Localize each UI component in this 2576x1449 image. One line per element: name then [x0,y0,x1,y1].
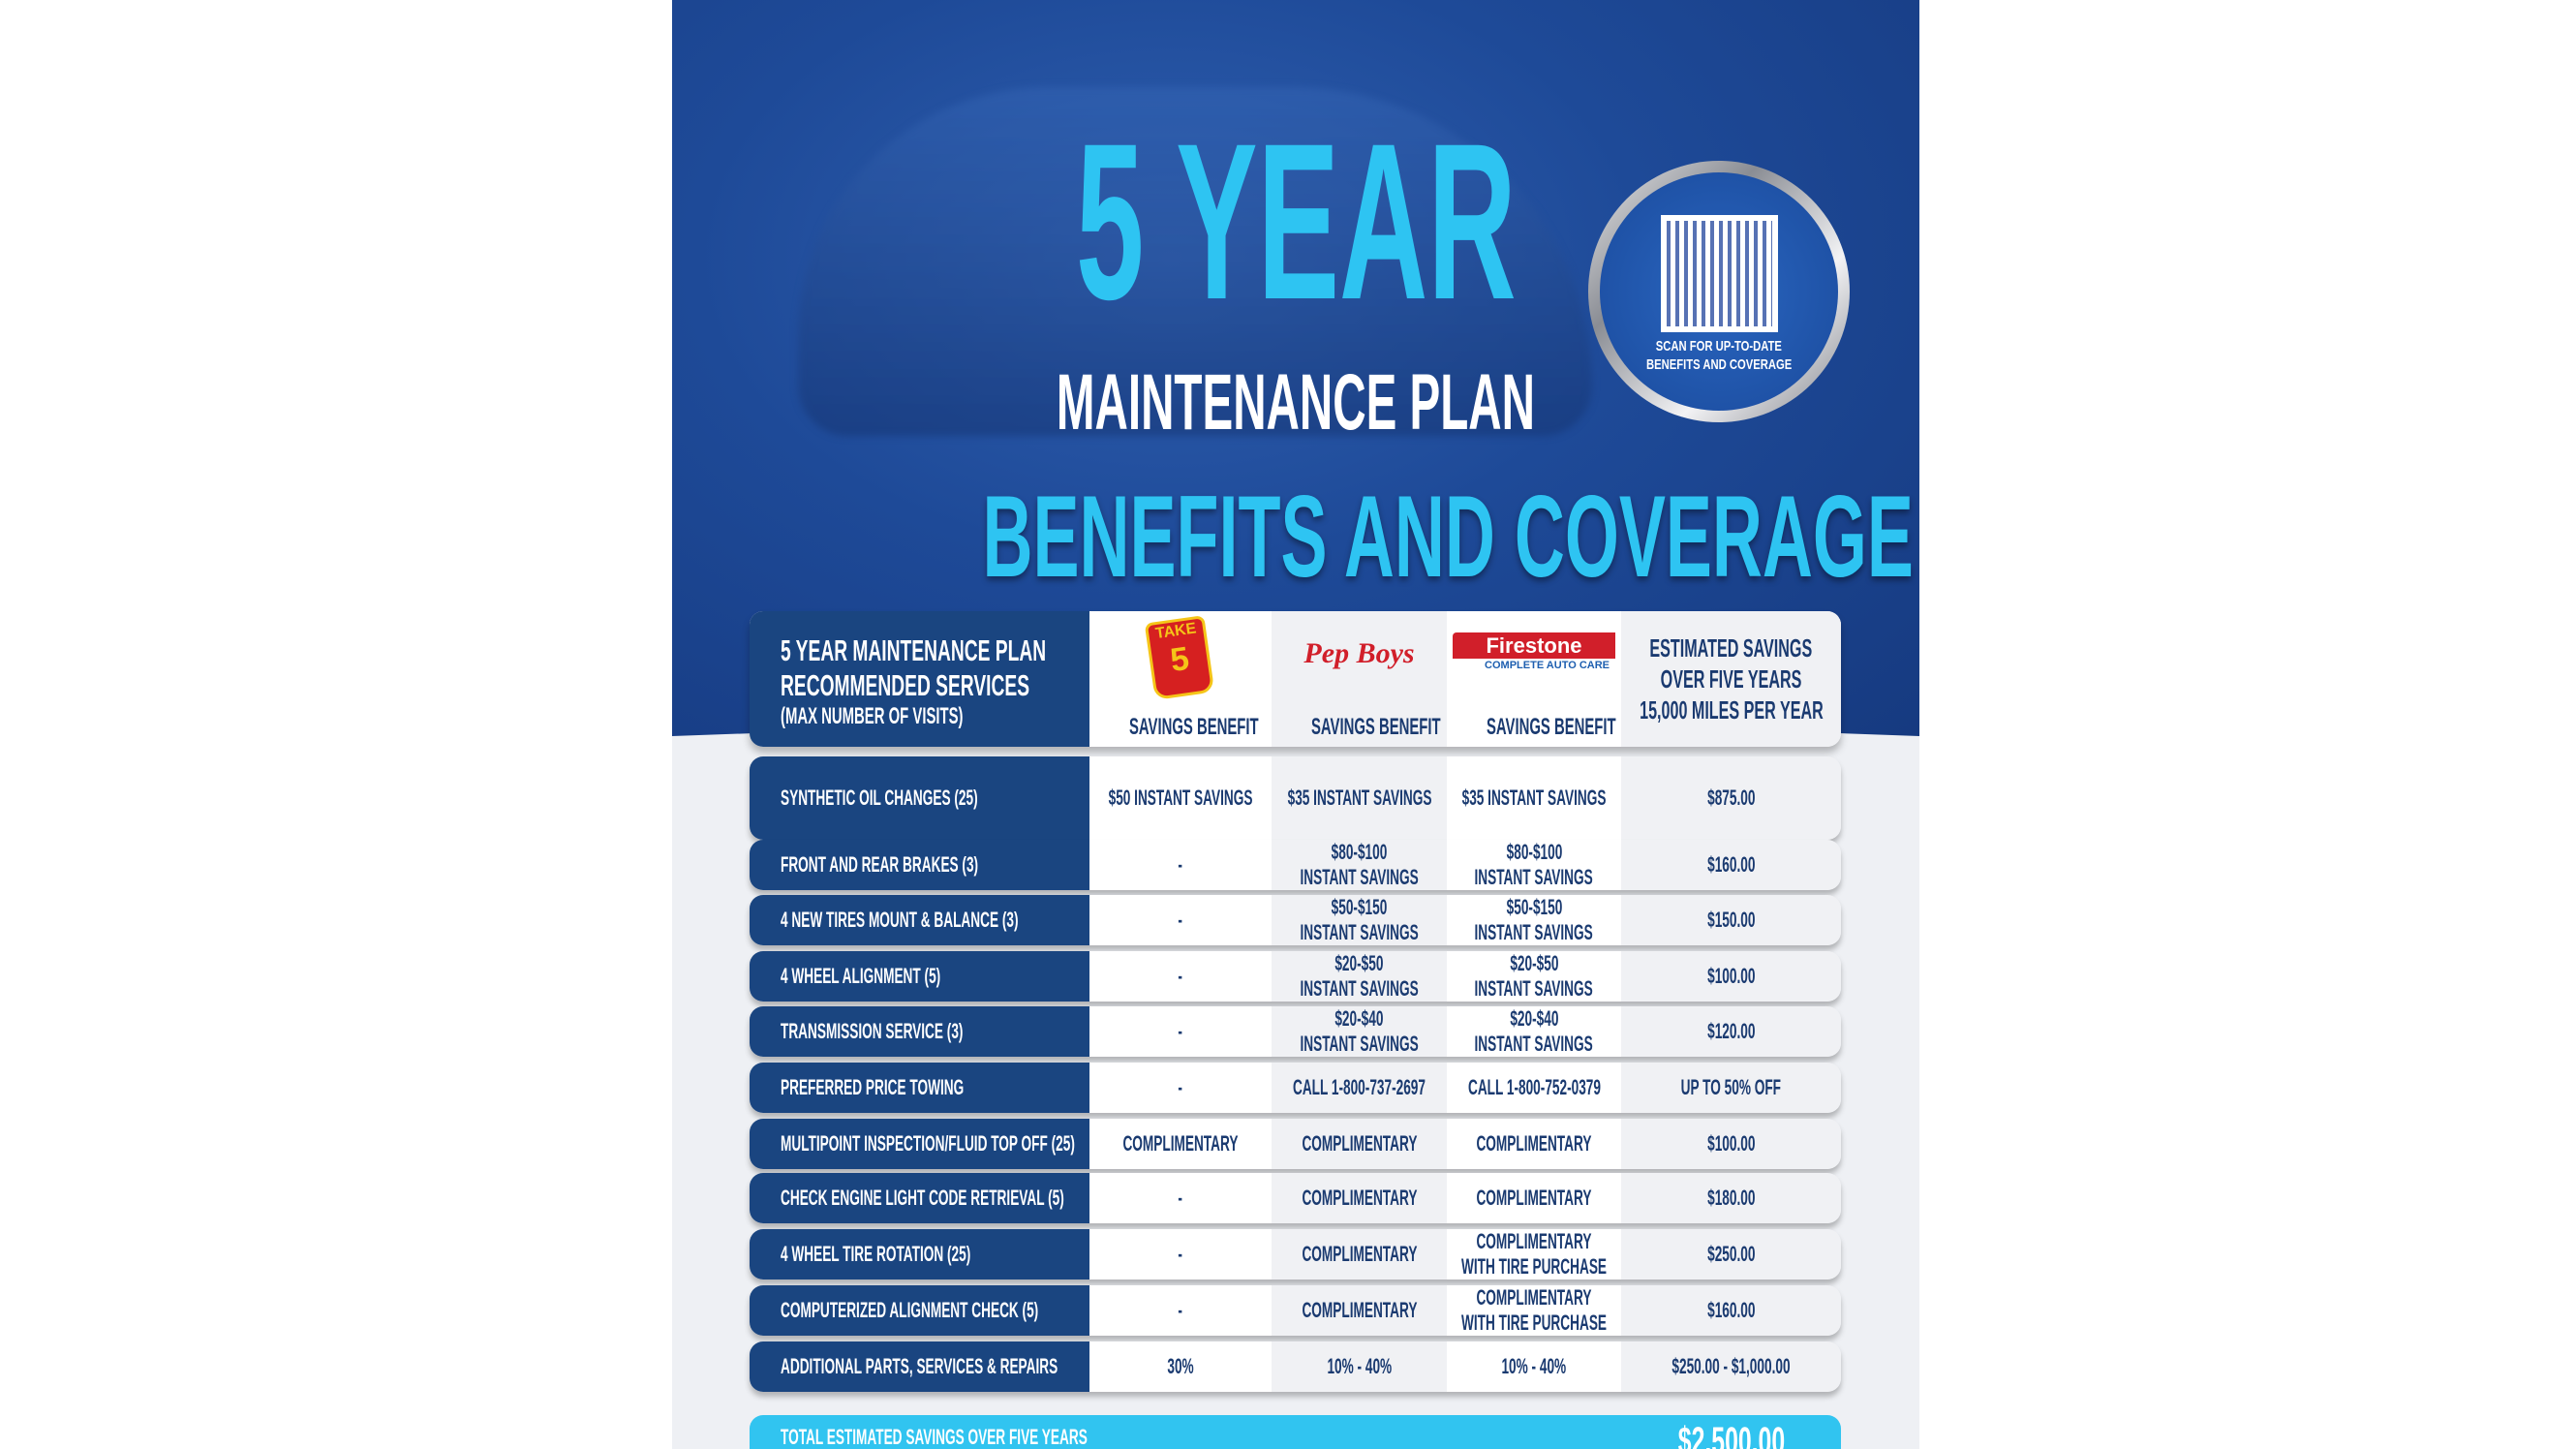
estimate-cell: $100.00 [1621,951,1841,1002]
title-maintenance-plan: MAINTENANCE PLAN [1056,358,1536,447]
firestone-cell: $80-$100 INSTANT SAVINGS [1447,840,1621,890]
estimate-cell: $250.00 - $1,000.00 [1621,1341,1841,1392]
estimate-cell: $250.00 [1621,1229,1841,1279]
qr-caption: SCAN FOR UP-TO-DATE BENEFITS AND COVERAGE [1645,338,1793,373]
table-row: TRANSMISSION SERVICE (3) - $20-$40 INSTANT … [750,1006,1841,1057]
pepboys-cell: CALL 1-800-737-2697 [1272,1063,1447,1113]
pepboys-logo: Pep Boys [1303,637,1415,669]
header-services: 5 YEAR MAINTENANCE PLAN RECOMMENDED SERV… [750,611,1089,747]
estimate-cell: $160.00 [1621,840,1841,890]
service-cell: PREFERRED PRICE TOWING [750,1063,1089,1113]
pepboys-cell: COMPLIMENTARY [1272,1229,1447,1279]
estimate-cell: $160.00 [1621,1285,1841,1336]
service-cell: COMPUTERIZED ALIGNMENT CHECK (5) [750,1285,1089,1336]
qr-code-icon[interactable] [1661,215,1778,332]
estimate-cell: $875.00 [1621,756,1841,840]
firestone-cell: 10% - 40% [1447,1341,1621,1392]
take5-cell: - [1089,1006,1272,1057]
take5-cell: - [1089,1063,1272,1113]
pepboys-cell: COMPLIMENTARY [1272,1285,1447,1336]
estimate-cell: $100.00 [1621,1119,1841,1169]
headline-benefits: BENEFITS AND COVERAGE [982,472,1914,601]
service-cell: CHECK ENGINE LIGHT CODE RETRIEVAL (5) [750,1173,1089,1223]
qr-badge[interactable]: SCAN FOR UP-TO-DATE BENEFITS AND COVERAGE [1588,161,1850,422]
service-cell: 4 WHEEL ALIGNMENT (5) [750,951,1089,1002]
take5-cell: $50 INSTANT SAVINGS [1089,756,1272,840]
table-row: CHECK ENGINE LIGHT CODE RETRIEVAL (5) - CO… [750,1173,1841,1223]
pepboys-cell: $80-$100 INSTANT SAVINGS [1272,840,1447,890]
firestone-cell: COMPLIMENTARY [1447,1173,1621,1223]
table-row: 4 WHEEL ALIGNMENT (5) - $20-$50 INSTANT SAV… [750,951,1841,1002]
table-row: PREFERRED PRICE TOWING - CALL 1-800-737-26… [750,1063,1841,1113]
pepboys-cell: $50-$150 INSTANT SAVINGS [1272,895,1447,945]
table-row: 4 WHEEL TIRE ROTATION (25) - COMPLIMENTARY… [750,1229,1841,1279]
table-row: SYNTHETIC OIL CHANGES (25) $50 INSTANT SA… [750,756,1841,840]
take5-logo: TAKE 5 [1144,615,1215,700]
take5-cell: COMPLIMENTARY [1089,1119,1272,1169]
estimate-cell: $150.00 [1621,895,1841,945]
pepboys-cell: $20-$50 INSTANT SAVINGS [1272,951,1447,1002]
header-estimated: ESTIMATED SAVINGS OVER FIVE YEARS 15,000… [1621,611,1841,747]
firestone-cell: $20-$40 INSTANT SAVINGS [1447,1006,1621,1057]
header-take5: TAKE 5 SAVINGS BENEFIT [1089,611,1272,747]
service-cell: 4 NEW TIRES MOUNT & BALANCE (3) [750,895,1089,945]
total-value: $2,500.00 [1677,1420,1785,1449]
estimate-cell: UP TO 50% OFF [1621,1063,1841,1113]
table-row: COMPUTERIZED ALIGNMENT CHECK (5) - COMPLIM… [750,1285,1841,1336]
service-cell: FRONT AND REAR BRAKES (3) [750,840,1089,890]
estimate-cell: $180.00 [1621,1173,1841,1223]
estimate-cell: $120.00 [1621,1006,1841,1057]
table-row: ADDITIONAL PARTS, SERVICES & REPAIRS 30% 1… [750,1341,1841,1392]
service-cell: TRANSMISSION SERVICE (3) [750,1006,1089,1057]
take5-cell: 30% [1089,1341,1272,1392]
pepboys-cell: $35 INSTANT SAVINGS [1272,756,1447,840]
service-cell: ADDITIONAL PARTS, SERVICES & REPAIRS [750,1341,1089,1392]
take5-cell: - [1089,895,1272,945]
table-header: 5 YEAR MAINTENANCE PLAN RECOMMENDED SERV… [750,611,1841,747]
pepboys-cell: COMPLIMENTARY [1272,1173,1447,1223]
firestone-cell: COMPLIMENTARY [1447,1119,1621,1169]
table-row: 4 NEW TIRES MOUNT & BALANCE (3) - $50-$150… [750,895,1841,945]
poster: 5 YEAR MAINTENANCE PLAN BENEFITS AND COV… [672,0,1919,1449]
firestone-cell: $50-$150 INSTANT SAVINGS [1447,895,1621,945]
pepboys-cell: 10% - 40% [1272,1341,1447,1392]
firestone-logo: Firestone COMPLETE AUTO CARE [1453,632,1615,672]
total-savings-bar: TOTAL ESTIMATED SAVINGS OVER FIVE YEARS … [750,1415,1841,1449]
take5-cell: - [1089,1285,1272,1336]
firestone-cell: $35 INSTANT SAVINGS [1447,756,1621,840]
take5-cell: - [1089,1229,1272,1279]
car-background-image [798,87,1592,436]
title-5-year: 5 YEAR [1075,97,1517,346]
service-cell: 4 WHEEL TIRE ROTATION (25) [750,1229,1089,1279]
take5-cell: - [1089,1173,1272,1223]
take5-cell: - [1089,840,1272,890]
table-row: MULTIPOINT INSPECTION/FLUID TOP OFF (25)… [750,1119,1841,1169]
firestone-cell: COMPLIMENTARY WITH TIRE PURCHASE [1447,1285,1621,1336]
table-row: FRONT AND REAR BRAKES (3) - $80-$100 INSTAN… [750,840,1841,890]
hero-banner: 5 YEAR MAINTENANCE PLAN BENEFITS AND COV… [672,0,1919,736]
firestone-cell: COMPLIMENTARY WITH TIRE PURCHASE [1447,1229,1621,1279]
header-pepboys: Pep Boys SAVINGS BENEFIT [1272,611,1447,747]
service-cell: MULTIPOINT INSPECTION/FLUID TOP OFF (25) [750,1119,1089,1169]
pepboys-cell: $20-$40 INSTANT SAVINGS [1272,1006,1447,1057]
header-firestone: Firestone COMPLETE AUTO CARE SAVINGS BENE… [1447,611,1621,747]
firestone-cell: $20-$50 INSTANT SAVINGS [1447,951,1621,1002]
service-cell: SYNTHETIC OIL CHANGES (25) [750,756,1089,840]
total-label: TOTAL ESTIMATED SAVINGS OVER FIVE YEARS [781,1425,1088,1449]
pepboys-cell: COMPLIMENTARY [1272,1119,1447,1169]
take5-cell: - [1089,951,1272,1002]
firestone-cell: CALL 1-800-752-0379 [1447,1063,1621,1113]
